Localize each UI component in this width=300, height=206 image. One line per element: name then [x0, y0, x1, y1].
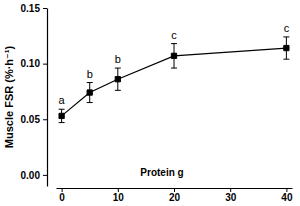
marker	[87, 90, 92, 95]
error-bar	[171, 44, 177, 68]
x-axis-title: Protein g	[140, 167, 183, 178]
error-bar-line	[59, 122, 65, 123]
error-bar	[59, 109, 65, 122]
y-tick-label: 0.15	[21, 3, 41, 14]
error-bar-line	[171, 68, 177, 69]
y-tick-mark	[43, 119, 47, 120]
series-line	[62, 48, 287, 116]
x-tick: 10	[113, 188, 125, 203]
marker	[284, 45, 289, 50]
x-tick-label: 0	[59, 192, 65, 203]
annotation: c	[171, 29, 177, 41]
x-tick-label: 30	[225, 192, 237, 203]
error-bar	[87, 83, 93, 103]
y-tick-label: 0.05	[21, 114, 41, 125]
error-bar-line	[115, 90, 121, 91]
y-tick-mark	[43, 8, 47, 9]
y-axis-line	[47, 9, 48, 187]
y-tick-label: 0.10	[21, 58, 41, 69]
chart: 0.00 0.05 0.10 0.15 0 10 20 30 40 Protein g Muscle…	[0, 0, 300, 206]
y-tick: 0.00	[21, 170, 47, 181]
marker	[115, 77, 120, 82]
error-bar-line	[115, 68, 121, 69]
marker	[171, 53, 176, 58]
x-tick-label: 20	[169, 192, 181, 203]
y-axis: 0.00 0.05 0.10 0.15	[21, 3, 48, 187]
error-bar-line	[283, 36, 289, 37]
plot-area	[59, 37, 290, 123]
annotation: b	[87, 68, 93, 80]
x-tick: 40	[281, 188, 293, 203]
y-tick-mark	[43, 64, 47, 65]
annotation: b	[115, 53, 121, 65]
y-axis-title: Muscle FSR (%·h⁻¹)	[3, 45, 15, 148]
y-tick-label: 0.00	[21, 170, 41, 181]
marker	[59, 113, 64, 118]
y-tick: 0.15	[21, 3, 47, 14]
x-tick: 0	[59, 188, 65, 203]
error-bar-line	[283, 59, 289, 60]
error-bar	[115, 68, 121, 90]
x-tick: 30	[225, 188, 237, 203]
error-bar	[283, 37, 289, 59]
y-tick-mark	[43, 175, 47, 176]
annotation: a	[59, 94, 66, 106]
annotation: c	[284, 22, 290, 34]
x-axis: 0 10 20 30 40	[57, 188, 293, 203]
y-tick: 0.05	[21, 114, 47, 125]
error-bar-line	[87, 82, 93, 83]
error-bar-line	[171, 43, 177, 44]
x-tick-label: 10	[113, 192, 125, 203]
annotations: a b b c c	[59, 22, 290, 106]
error-bar-line	[87, 102, 93, 103]
x-tick: 20	[169, 188, 181, 203]
error-bar-line	[59, 109, 65, 110]
y-tick: 0.10	[21, 58, 47, 69]
x-tick-label: 40	[281, 192, 293, 203]
